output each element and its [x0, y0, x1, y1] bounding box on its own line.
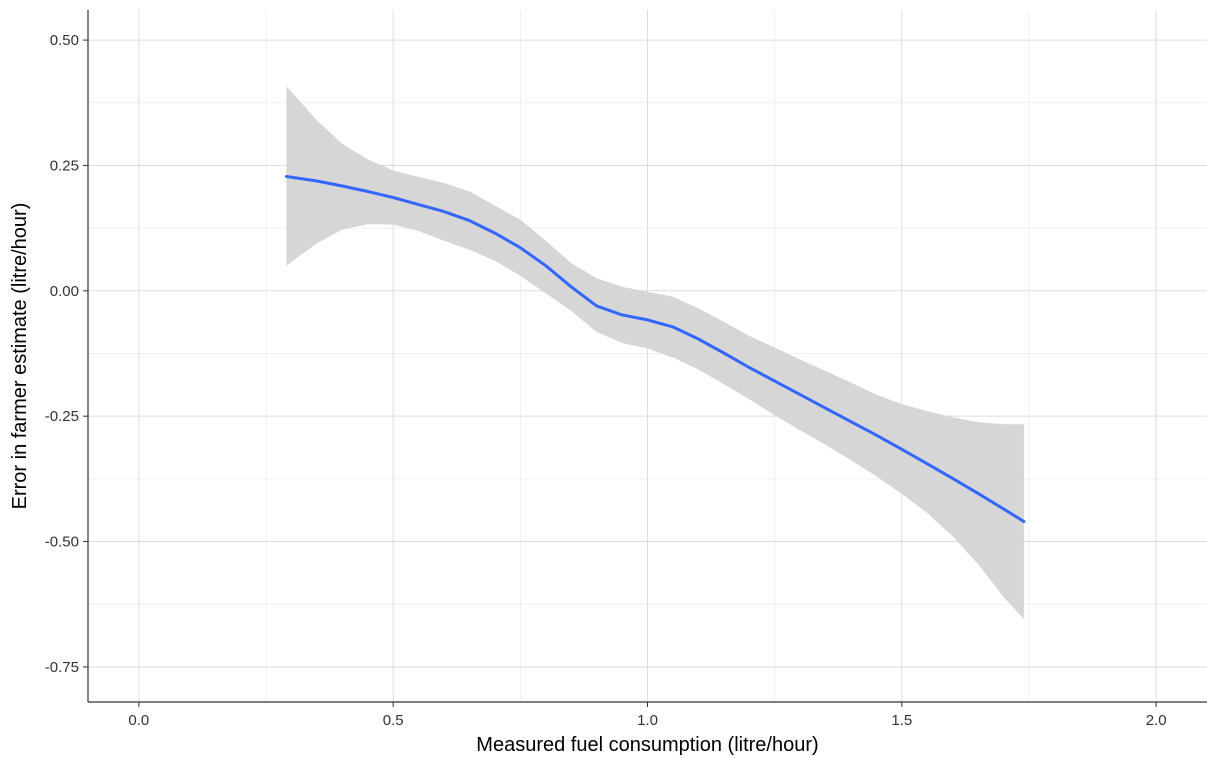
x-tick-label: 1.0	[637, 712, 658, 729]
x-tick-label: 1.5	[891, 712, 912, 729]
x-tick-label: 0.5	[383, 712, 404, 729]
y-tick-label: 0.00	[50, 283, 79, 300]
y-tick-label: -0.25	[45, 408, 79, 425]
y-tick-labels: -0.75 -0.50 -0.25 0.00 0.25 0.50	[45, 32, 79, 676]
x-tick-labels: 0.0 0.5 1.0 1.5 2.0	[128, 712, 1166, 729]
confidence-band	[286, 86, 1024, 620]
y-tick-label: 0.50	[50, 32, 79, 49]
y-tick-label: -0.75	[45, 659, 79, 676]
x-tick-label: 0.0	[128, 712, 149, 729]
x-tick-label: 2.0	[1146, 712, 1167, 729]
y-tick-label: -0.50	[45, 534, 79, 551]
smooth-fit-line	[284, 175, 1026, 523]
x-axis-title: Measured fuel consumption (litre/hour)	[476, 734, 818, 756]
y-axis-title: Error in farmer estimate (litre/hour)	[9, 203, 31, 510]
major-gridlines	[88, 10, 1207, 702]
y-tick-label: 0.25	[50, 157, 79, 174]
axes	[83, 10, 1207, 707]
